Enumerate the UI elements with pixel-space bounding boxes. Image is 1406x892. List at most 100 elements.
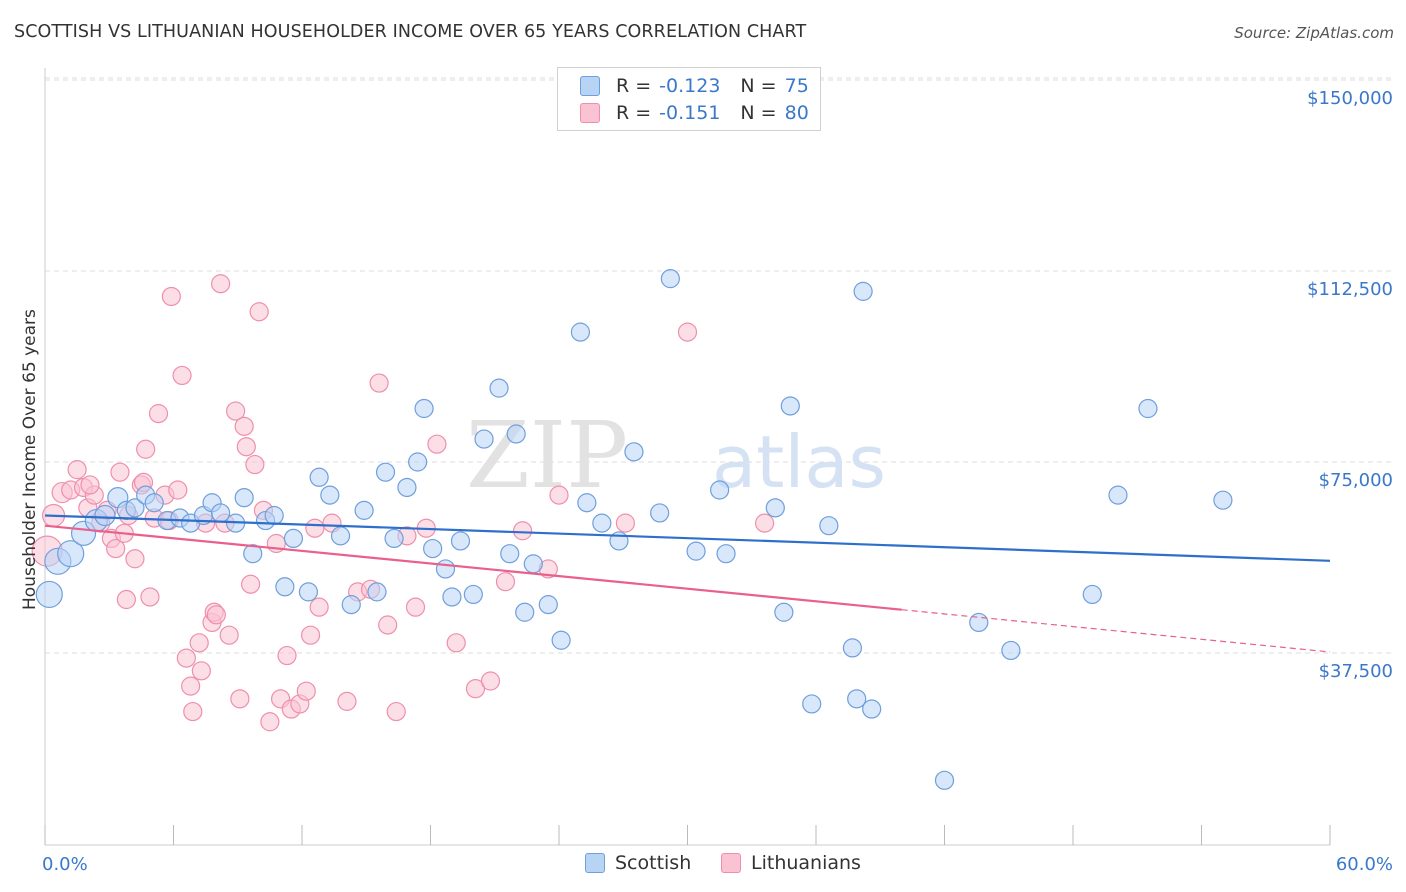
- lithuanian-point: [241, 574, 261, 594]
- scottish-point: [842, 638, 863, 658]
- lithuanian-point: [176, 648, 196, 668]
- lithuanian-point: [369, 373, 389, 393]
- scottish-point: [1082, 584, 1102, 605]
- x-tick-label-end: 60.0%: [1336, 854, 1393, 875]
- scottish-point: [710, 480, 730, 500]
- watermark-zip: ZIP: [466, 402, 628, 509]
- scottish-point: [819, 516, 839, 536]
- bottom-legend-label-lithuanians: Lithuanians: [751, 852, 861, 874]
- lithuanian-point: [148, 404, 169, 424]
- lithuanian-point: [260, 712, 280, 732]
- lithuanian-point: [80, 475, 100, 495]
- lithuanian-point: [206, 605, 226, 625]
- scottish-point: [367, 582, 387, 602]
- watermark: ZIP atlas: [466, 402, 886, 509]
- legend-r-value: -0.151: [659, 102, 721, 124]
- scottish-point: [1138, 398, 1158, 419]
- lithuanian-point: [245, 454, 265, 475]
- scottish-point: [853, 281, 873, 301]
- trend-lines: [44, 514, 1331, 653]
- y-tick-label: $75,000: [1319, 470, 1393, 491]
- lithuanian-point: [677, 322, 698, 342]
- legend-swatch-lithuanians: [580, 103, 600, 123]
- scottish-point: [624, 442, 644, 462]
- scottish-point: [506, 424, 526, 444]
- lithuanian-point: [116, 589, 136, 610]
- lithuanian-point: [110, 462, 130, 482]
- scottish-point: [802, 694, 822, 714]
- lithuanian-point: [236, 437, 256, 457]
- lithuanian-point: [337, 691, 357, 711]
- scottish-point: [408, 452, 428, 472]
- chart-title: SCOTTISH VS LITHUANIAN HOUSEHOLDER INCOM…: [14, 22, 807, 42]
- scottish-point: [423, 538, 443, 559]
- y-axis-label: Householder Income Over 65 years: [20, 309, 40, 610]
- scottish-point: [650, 503, 670, 523]
- scottish-point: [298, 582, 319, 602]
- scottish-point: [934, 770, 955, 790]
- bottom-legend-lithuanians: Lithuanians: [721, 852, 861, 874]
- legend-r-label: R =: [616, 102, 652, 124]
- legend-row-lithuanians: R = -0.151 N = 80: [580, 100, 809, 126]
- y-tick-label: $37,500: [1319, 661, 1393, 682]
- lithuanian-point: [172, 365, 192, 386]
- scottish-point: [450, 531, 471, 551]
- scottish-point: [474, 429, 494, 449]
- scottish-point: [125, 498, 145, 518]
- scottish-trend-line: [44, 514, 1331, 562]
- legend-n-value: 75: [784, 75, 809, 97]
- lithuanian-point: [161, 286, 181, 307]
- scottish-point: [660, 269, 680, 289]
- scottish-point: [354, 500, 374, 520]
- lithuanian-point: [405, 597, 426, 617]
- y-tick-label: $150,000: [1307, 88, 1393, 109]
- grid-lines: [45, 77, 1395, 654]
- lithuanian-point: [226, 401, 246, 421]
- scottish-point: [94, 504, 116, 527]
- scottish-point: [523, 554, 543, 574]
- scottish-point: [463, 584, 483, 605]
- scottish-point: [397, 477, 417, 498]
- lithuanian-point: [140, 587, 160, 607]
- lithuanian-point: [615, 513, 635, 533]
- lithuanian-point: [512, 521, 533, 541]
- scottish-point: [500, 544, 520, 564]
- bottom-legend-scottish: Scottish: [585, 852, 691, 874]
- scottish-points: [35, 269, 1233, 790]
- y-tick-label: $112,500: [1307, 279, 1393, 300]
- scottish-point: [862, 699, 882, 719]
- bottom-legend-label-scottish: Scottish: [615, 852, 692, 874]
- scottish-point: [320, 485, 340, 505]
- source-label: Source: ZipAtlas.com: [1234, 24, 1394, 42]
- scottish-point: [435, 559, 456, 579]
- lithuanian-point: [191, 661, 211, 681]
- lithuanian-point: [277, 645, 297, 666]
- scottish-point: [384, 528, 404, 549]
- watermark-atlas: atlas: [712, 420, 886, 504]
- legend-row-scottish: R = -0.123 N = 75: [580, 73, 809, 99]
- lithuanian-trend-extension: [901, 609, 1331, 653]
- axes: [44, 68, 1331, 846]
- lithuanian-point: [309, 597, 329, 617]
- lithuanian-point: [386, 701, 406, 722]
- lithuanian-point: [183, 701, 203, 722]
- scottish-point: [716, 544, 736, 564]
- lithuanian-point: [549, 485, 569, 505]
- scottish-point: [275, 577, 295, 597]
- scottish-point: [442, 587, 462, 607]
- lithuanian-point: [446, 633, 466, 653]
- scottish-point: [144, 493, 164, 513]
- scottish-point: [577, 493, 597, 513]
- scottish-point: [243, 544, 263, 564]
- scottish-point: [1001, 640, 1021, 661]
- lithuanian-point: [219, 625, 239, 645]
- lithuanian-point: [480, 671, 501, 691]
- scottish-point: [847, 689, 867, 709]
- bottom-swatch-scottish: [585, 853, 605, 873]
- legend-n-label: N =: [740, 102, 777, 124]
- legend-swatch-scottish: [580, 76, 600, 96]
- lithuanian-point: [378, 615, 398, 635]
- scottish-point: [551, 630, 571, 650]
- scottish-point: [330, 526, 351, 546]
